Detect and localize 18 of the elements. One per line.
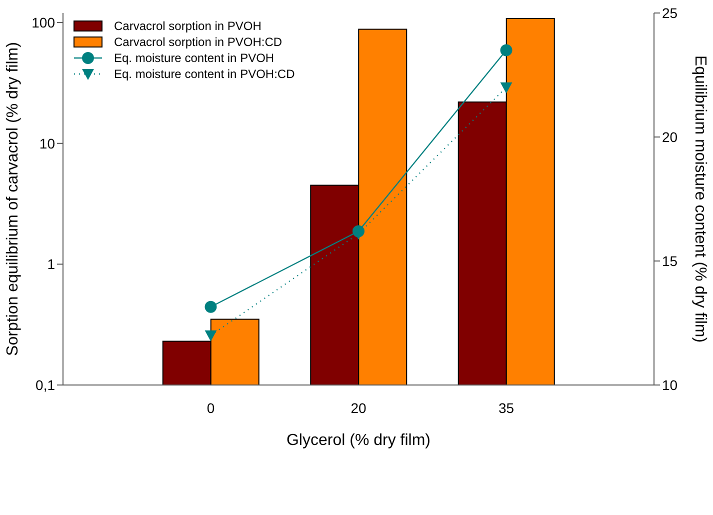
y2-tick-label: 25 bbox=[662, 4, 678, 21]
y2-tick-label: 20 bbox=[662, 128, 678, 145]
y2-axis-title: Equilibrium moisture content (% dry film) bbox=[691, 55, 708, 343]
x-axis-title: Glycerol (% dry film) bbox=[286, 432, 431, 449]
y-tick-label: 10 bbox=[39, 135, 56, 152]
x-tick-label: 35 bbox=[498, 400, 514, 416]
y-tick-label: 1 bbox=[47, 256, 56, 272]
x-tick-label: 0 bbox=[206, 400, 215, 416]
y-tick-label: 0,1 bbox=[36, 376, 56, 393]
legend-label: Eq. moisture content in PVOH bbox=[114, 50, 274, 66]
legend-label: Carvacrol sorption in PVOH:CD bbox=[114, 34, 282, 50]
x-tick-label: 20 bbox=[350, 400, 366, 416]
y2-tick-label: 10 bbox=[662, 376, 678, 393]
y-tick-label: 100 bbox=[32, 14, 56, 31]
legend-label: Carvacrol sorption in PVOH bbox=[114, 18, 262, 34]
legend-label: Eq. moisture content in PVOH:CD bbox=[114, 66, 295, 82]
y2-tick-label: 15 bbox=[662, 252, 678, 269]
y-axis-title: Sorption equilibrium of carvacrol (% dry film) bbox=[4, 42, 22, 356]
